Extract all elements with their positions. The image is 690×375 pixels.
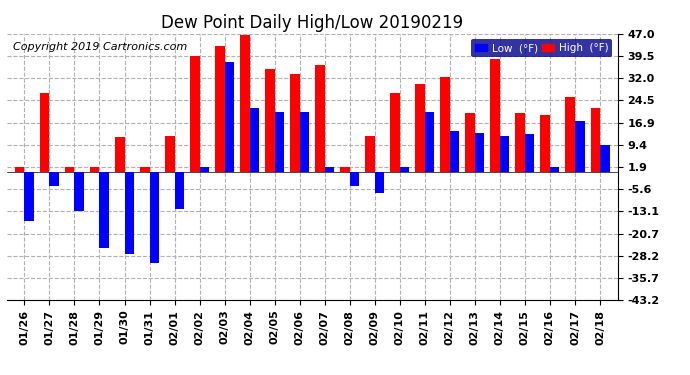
Bar xyxy=(440,76,450,172)
Bar xyxy=(199,167,209,172)
Bar xyxy=(75,172,84,211)
Bar xyxy=(475,133,484,172)
Bar xyxy=(550,167,560,172)
Bar xyxy=(140,167,150,172)
Bar xyxy=(315,65,325,172)
Bar xyxy=(265,69,275,172)
Bar xyxy=(115,137,124,172)
Bar xyxy=(325,167,334,172)
Bar xyxy=(99,172,109,248)
Bar xyxy=(365,136,375,172)
Bar xyxy=(515,114,525,172)
Bar xyxy=(165,136,175,172)
Bar xyxy=(40,93,50,172)
Bar xyxy=(240,35,250,172)
Bar xyxy=(566,97,575,172)
Bar xyxy=(190,56,199,172)
Bar xyxy=(340,167,350,172)
Bar xyxy=(250,108,259,172)
Bar xyxy=(425,112,435,172)
Bar xyxy=(525,134,535,172)
Legend: Low  (°F), High  (°F): Low (°F), High (°F) xyxy=(471,39,612,57)
Bar xyxy=(591,108,600,172)
Bar xyxy=(491,59,500,172)
Bar xyxy=(299,112,309,172)
Bar xyxy=(600,145,609,172)
Bar xyxy=(500,136,509,172)
Bar xyxy=(90,167,99,172)
Bar xyxy=(375,172,384,193)
Bar xyxy=(290,74,299,172)
Bar xyxy=(575,121,584,172)
Bar xyxy=(450,131,460,172)
Bar xyxy=(50,172,59,186)
Bar xyxy=(124,172,134,254)
Text: Copyright 2019 Cartronics.com: Copyright 2019 Cartronics.com xyxy=(13,42,187,52)
Bar xyxy=(350,172,359,186)
Bar xyxy=(150,172,159,262)
Bar xyxy=(175,172,184,209)
Bar xyxy=(15,167,24,172)
Bar xyxy=(391,93,400,172)
Bar xyxy=(24,172,34,221)
Bar xyxy=(540,115,550,172)
Bar xyxy=(400,167,409,172)
Bar xyxy=(415,84,425,172)
Bar xyxy=(215,45,225,172)
Bar xyxy=(275,112,284,172)
Bar xyxy=(65,167,75,172)
Bar xyxy=(225,62,234,172)
Bar xyxy=(465,114,475,172)
Title: Dew Point Daily High/Low 20190219: Dew Point Daily High/Low 20190219 xyxy=(161,14,463,32)
